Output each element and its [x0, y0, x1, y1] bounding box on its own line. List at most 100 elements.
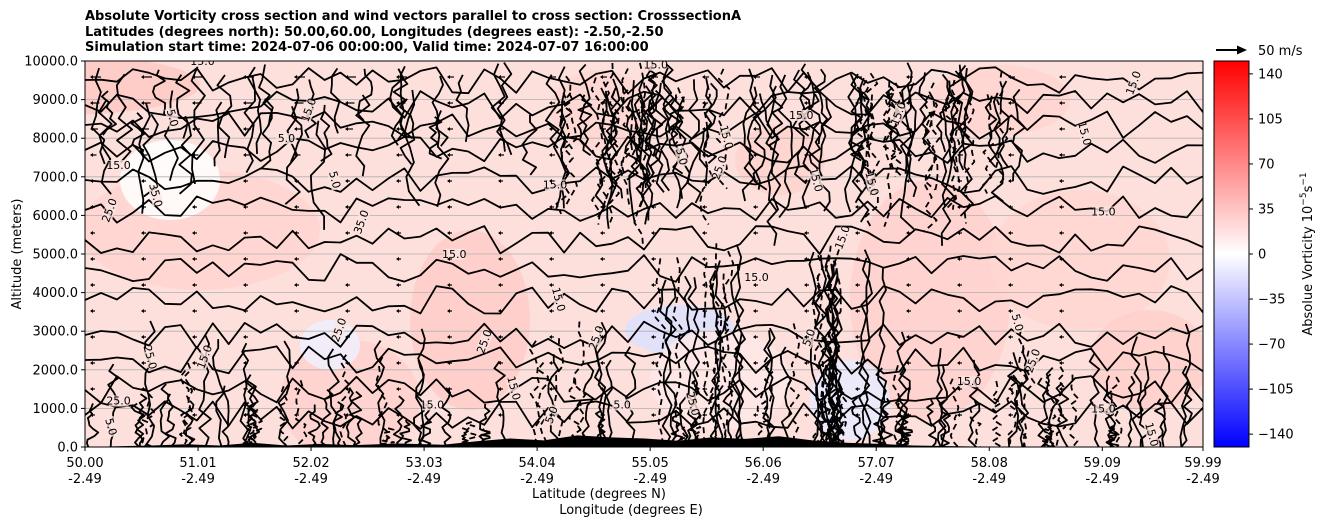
colorbar-tick-label: −35 — [1258, 293, 1285, 308]
wind-vector-head — [294, 361, 297, 365]
contour-line — [91, 67, 106, 165]
wind-vector-head — [753, 335, 756, 339]
contour-line — [801, 71, 816, 209]
wind-vector-head — [702, 153, 705, 157]
wind-vector-head — [90, 309, 93, 313]
wind-vector-head — [804, 387, 807, 391]
contour-label-background — [108, 160, 129, 172]
colorbar-tick-label: −140 — [1258, 428, 1294, 443]
title-line-2: Latitudes (degrees north): 50.00,60.00, … — [85, 24, 664, 40]
wind-vector-head — [90, 283, 93, 287]
wind-vector-head — [294, 283, 297, 287]
wind-vector-head — [243, 283, 246, 287]
contour-line — [572, 321, 587, 447]
y-tick-label: 3000.0 — [33, 325, 79, 340]
contour-label-background — [1093, 206, 1114, 218]
contour-line — [403, 89, 421, 207]
wind-vector-head — [855, 179, 858, 183]
wind-vector-head — [294, 205, 297, 209]
wind-vector-head — [294, 231, 297, 235]
title-line-1: Absolute Vorticity cross section and win… — [85, 9, 742, 24]
wind-vector-head — [1008, 205, 1011, 209]
wind-vector-head — [855, 335, 858, 339]
x-tick-label-latitude: 53.03 — [405, 456, 442, 471]
contour-label: 15.0 — [806, 166, 825, 193]
contour-line — [765, 327, 776, 447]
wind-vector-head — [702, 101, 705, 105]
wind-vector-head — [345, 127, 348, 131]
contour-line — [547, 354, 560, 447]
wind-vector-head — [906, 75, 909, 79]
wind-vector-head — [192, 75, 195, 79]
wind-vector-head — [906, 101, 909, 105]
contour-line — [926, 399, 938, 447]
contour-line — [1110, 376, 1123, 447]
wind-vector-head — [600, 75, 603, 79]
contour-line — [786, 323, 800, 447]
contour-label: 5.0 — [800, 327, 818, 348]
contour-line — [881, 81, 893, 228]
contour-label-background — [550, 288, 567, 311]
wind-vector-head — [855, 387, 858, 391]
contour-label-background — [545, 179, 566, 191]
wind-vector-head — [855, 153, 858, 157]
wind-vector-head — [396, 283, 399, 287]
wind-vector-head — [447, 387, 450, 391]
contour-line — [766, 100, 782, 246]
wind-vector-head — [804, 101, 807, 105]
contour-line — [159, 383, 171, 447]
colorbar-tick-label: 70 — [1258, 157, 1275, 172]
contour-label: 15.0 — [1091, 205, 1116, 218]
contour-line — [552, 108, 567, 210]
y-axis: 0.0 1000.0 2000.0 3000.0 4000.0 5000.0 6000.0 7… — [24, 55, 85, 456]
wind-vector-head — [906, 335, 909, 339]
wind-vector-head — [192, 101, 195, 105]
contour-label-background — [352, 210, 371, 234]
contour-label: 15.0 — [789, 109, 814, 122]
wind-vector-head — [243, 205, 246, 209]
contour-line — [702, 262, 712, 447]
contour-line — [1042, 425, 1055, 447]
wind-vector-head — [804, 309, 807, 313]
contour-label: 15.0 — [504, 375, 523, 402]
field-patch — [410, 230, 530, 410]
contour-label: 5.0 — [1009, 312, 1026, 332]
terrain — [85, 435, 1203, 447]
contour-line — [859, 257, 873, 447]
wind-vector-head — [957, 387, 960, 391]
wind-vector-head — [651, 205, 654, 209]
wind-vector-head — [855, 127, 858, 131]
wind-vector-head — [1059, 101, 1062, 105]
contour-label-background — [330, 318, 348, 342]
contour-label: 25.0 — [140, 344, 159, 371]
wind-vector-head — [447, 205, 450, 209]
contour-line — [581, 363, 595, 447]
wind-vector-head — [243, 387, 246, 391]
wind-vector-head — [957, 283, 960, 287]
wind-vector-head — [498, 179, 501, 183]
contour-label: 15.0 — [1002, 51, 1027, 64]
wind-vector-head — [1008, 179, 1011, 183]
wind-vector-head — [651, 231, 654, 235]
wind-vector-head — [396, 127, 399, 131]
contour-label-background — [1003, 61, 1024, 63]
contour-line — [948, 70, 963, 167]
wind-vector-head — [753, 309, 756, 313]
wind-vector-head — [447, 179, 450, 183]
wind-vector-head — [396, 335, 399, 339]
colorbar-ticks: 140 105 70 35 0 −35 −70 −105 −140 — [1249, 67, 1294, 443]
contour-line — [937, 364, 949, 447]
contour-line — [164, 393, 177, 447]
contour-label-background — [1143, 423, 1160, 446]
contour-line — [883, 85, 896, 153]
wind-vector-head — [141, 361, 144, 365]
contour-line — [294, 380, 308, 447]
contour-label-background — [1024, 349, 1042, 373]
contour-line — [431, 75, 449, 147]
contour-label-background — [711, 156, 729, 180]
wind-vector-head — [549, 387, 552, 391]
contour-line — [307, 404, 321, 447]
contour-line — [825, 263, 838, 447]
contour-label: 5.0 — [326, 170, 343, 190]
contour-line — [808, 251, 821, 447]
